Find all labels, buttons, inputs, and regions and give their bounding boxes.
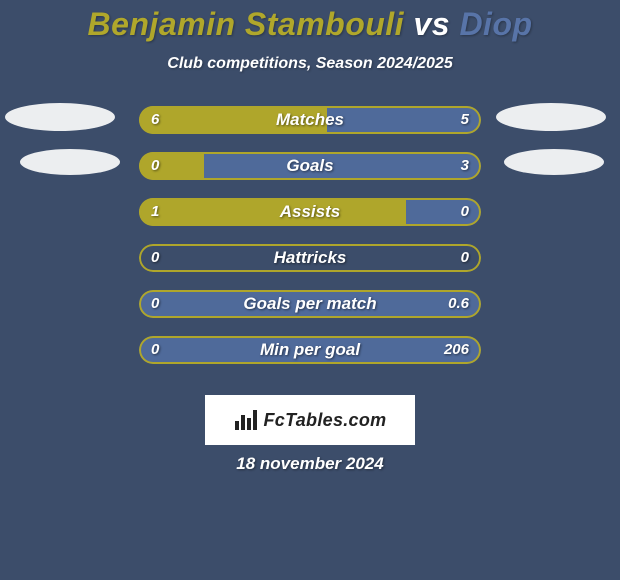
stat-row: 10Assists [0,195,620,241]
stat-row: 0206Min per goal [0,333,620,379]
title-player2: Diop [459,6,532,42]
stat-label: Hattricks [139,244,481,272]
stat-row: 65Matches [0,103,620,149]
subtitle: Club competitions, Season 2024/2025 [0,55,620,73]
bars-icon [234,409,260,431]
stat-label: Assists [139,198,481,226]
stats-chart: 65Matches03Goals10Assists00Hattricks00.6… [0,103,620,379]
title-vs: vs [413,6,450,42]
date-text: 18 november 2024 [0,454,620,474]
stat-label: Goals per match [139,290,481,318]
stat-row: 03Goals [0,149,620,195]
stat-label: Goals [139,152,481,180]
stat-label: Matches [139,106,481,134]
brand-text: FcTables.com [264,410,387,431]
title-player1: Benjamin Stambouli [87,6,404,42]
brand-box: FcTables.com [205,395,415,445]
stat-row: 00.6Goals per match [0,287,620,333]
stat-row: 00Hattricks [0,241,620,287]
comparison-title: Benjamin Stambouli vs Diop [0,0,620,43]
stat-label: Min per goal [139,336,481,364]
